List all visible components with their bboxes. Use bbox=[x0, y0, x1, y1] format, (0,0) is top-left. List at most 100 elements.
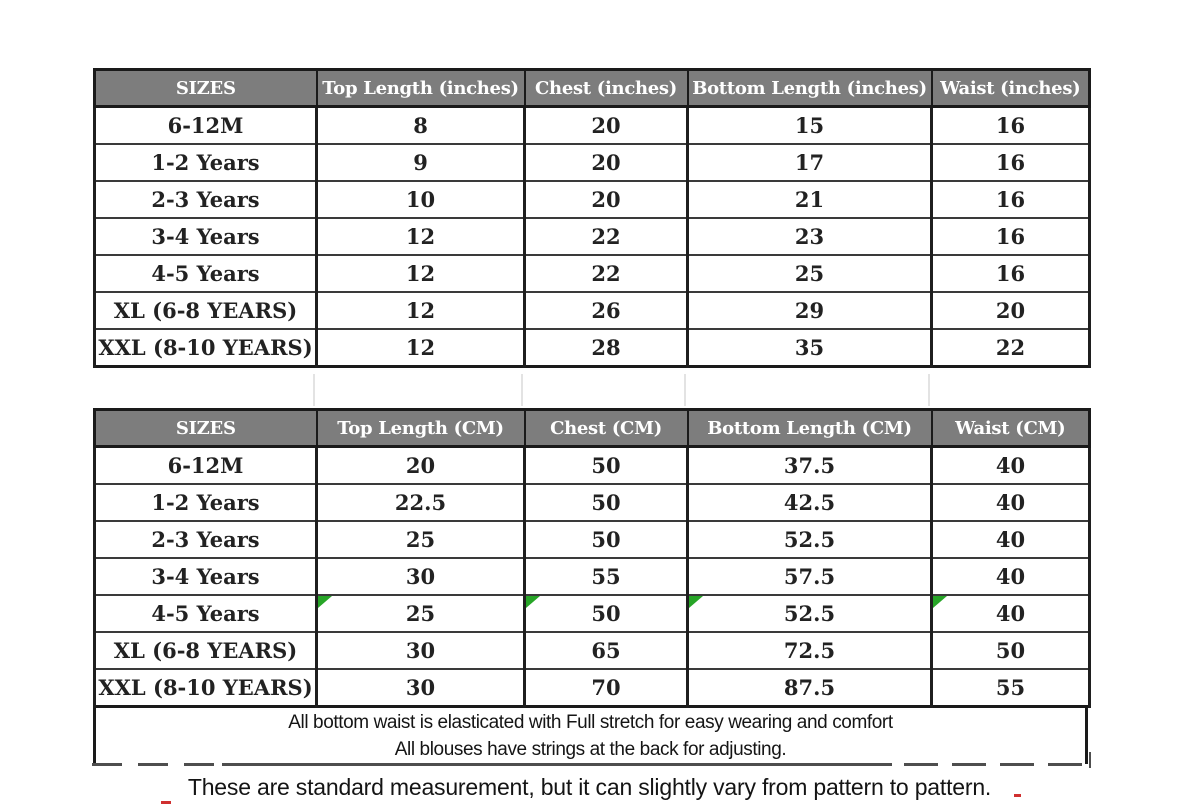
value-cell: 52.5 bbox=[686, 520, 933, 559]
value-cell: 40 bbox=[930, 520, 1091, 559]
value-cell: 8 bbox=[315, 105, 526, 145]
header-row: SIZES Top Length (CM) Chest (CM) Bottom Len… bbox=[93, 408, 1091, 448]
value-cell: 50 bbox=[523, 520, 689, 559]
table-row: 1-2 Years 9 20 17 16 bbox=[93, 143, 1091, 182]
header-cell: Waist (CM) bbox=[930, 408, 1091, 448]
value-cell: 50 bbox=[523, 594, 689, 633]
value-cell: 22 bbox=[930, 328, 1091, 368]
error-flag-triangle-icon bbox=[933, 596, 947, 608]
value-cell: 25 bbox=[315, 594, 526, 633]
header-cell: Bottom Length (CM) bbox=[686, 408, 933, 448]
value-cell: 37.5 bbox=[686, 445, 933, 485]
header-cell: Chest (CM) bbox=[523, 408, 689, 448]
value-cell: 55 bbox=[930, 668, 1091, 708]
size-cell: XXL (8-10 YEARS) bbox=[93, 668, 318, 708]
value-cell: 40 bbox=[930, 445, 1091, 485]
page-break-dashed-line bbox=[92, 752, 1091, 768]
table-row: 3-4 Years 12 22 23 16 bbox=[93, 217, 1091, 256]
value-cell: 30 bbox=[315, 631, 526, 670]
size-cell: 3-4 Years bbox=[93, 557, 318, 596]
value-cell: 72.5 bbox=[686, 631, 933, 670]
spellcheck-mark-icon bbox=[161, 801, 171, 804]
value-cell: 15 bbox=[686, 105, 933, 145]
table-row: 1-2 Years 22.5 50 42.5 40 bbox=[93, 483, 1091, 522]
value-cell: 52.5 bbox=[686, 594, 933, 633]
note-elasticated: All bottom waist is elasticated with Ful… bbox=[288, 712, 893, 733]
size-cell: XXL (8-10 YEARS) bbox=[93, 328, 318, 368]
table-row: 6-12M 8 20 15 16 bbox=[93, 105, 1091, 145]
value-cell: 57.5 bbox=[686, 557, 933, 596]
value-cell: 16 bbox=[930, 143, 1091, 182]
table-row: XXL (8-10 YEARS) 12 28 35 22 bbox=[93, 328, 1091, 368]
standard-measurement-caption: These are standard measurement, but it c… bbox=[187, 774, 992, 800]
size-table-inches: SIZES Top Length (inches) Chest (inches) Bo… bbox=[93, 68, 1091, 368]
header-cell: Bottom Length (inches) bbox=[686, 68, 933, 108]
value-cell: 29 bbox=[686, 291, 933, 330]
value-cell: 65 bbox=[523, 631, 689, 670]
value-cell: 16 bbox=[930, 105, 1091, 145]
value-cell: 22.5 bbox=[315, 483, 526, 522]
value-cell: 28 bbox=[523, 328, 689, 368]
value-cell: 17 bbox=[686, 143, 933, 182]
faint-gridline bbox=[928, 374, 930, 406]
value-cell: 16 bbox=[930, 217, 1091, 256]
value-cell: 12 bbox=[315, 254, 526, 293]
header-cell: Waist (inches) bbox=[930, 68, 1091, 108]
size-table-cm: SIZES Top Length (CM) Chest (CM) Bottom Len… bbox=[93, 408, 1091, 708]
header-cell: SIZES bbox=[93, 408, 318, 448]
size-cell: XL (6-8 YEARS) bbox=[93, 291, 318, 330]
value-cell: 70 bbox=[523, 668, 689, 708]
border-tick bbox=[1089, 752, 1091, 768]
faint-gridline bbox=[521, 374, 523, 406]
header-cell: Top Length (CM) bbox=[315, 408, 526, 448]
value-cell: 42.5 bbox=[686, 483, 933, 522]
table-row: XL (6-8 YEARS) 30 65 72.5 50 bbox=[93, 631, 1091, 670]
value-cell: 22 bbox=[523, 217, 689, 256]
size-cell: 6-12M bbox=[93, 445, 318, 485]
value-cell: 20 bbox=[523, 105, 689, 145]
value-cell: 16 bbox=[930, 254, 1091, 293]
dash-segment bbox=[222, 763, 892, 766]
header-row: SIZES Top Length (inches) Chest (inches) Bo… bbox=[93, 68, 1091, 108]
note-strings: All blouses have strings at the back for… bbox=[394, 739, 787, 760]
table-row: 2-3 Years 10 20 21 16 bbox=[93, 180, 1091, 219]
value-cell: 40 bbox=[930, 557, 1091, 596]
table-row: 4-5 Years 25 50 52.5 40 bbox=[93, 594, 1091, 633]
table-row: 3-4 Years 30 55 57.5 40 bbox=[93, 557, 1091, 596]
header-cell: Top Length (inches) bbox=[315, 68, 526, 108]
header-cell: Chest (inches) bbox=[523, 68, 689, 108]
value-cell: 50 bbox=[930, 631, 1091, 670]
size-cell: 2-3 Years bbox=[93, 520, 318, 559]
value-cell: 21 bbox=[686, 180, 933, 219]
size-cell: XL (6-8 YEARS) bbox=[93, 631, 318, 670]
table-gap-spacer bbox=[93, 372, 1088, 408]
value-cell: 40 bbox=[930, 483, 1091, 522]
table-row: XL (6-8 YEARS) 12 26 29 20 bbox=[93, 291, 1091, 330]
value-cell: 50 bbox=[523, 445, 689, 485]
header-cell: SIZES bbox=[93, 68, 318, 108]
size-cell: 3-4 Years bbox=[93, 217, 318, 256]
notes-box: All bottom waist is elasticated with Ful… bbox=[93, 708, 1088, 764]
size-cell: 1-2 Years bbox=[93, 143, 318, 182]
error-flag-triangle-icon bbox=[526, 596, 540, 608]
value-cell: 20 bbox=[315, 445, 526, 485]
value-cell: 20 bbox=[930, 291, 1091, 330]
value-cell: 20 bbox=[523, 143, 689, 182]
value-cell: 30 bbox=[315, 557, 526, 596]
value-cell: 22 bbox=[523, 254, 689, 293]
size-cell: 4-5 Years bbox=[93, 254, 318, 293]
size-cell: 6-12M bbox=[93, 105, 318, 145]
cm-table-section: SIZES Top Length (CM) Chest (CM) Bottom Len… bbox=[93, 408, 1091, 708]
value-cell: 12 bbox=[315, 291, 526, 330]
table-row: 6-12M 20 50 37.5 40 bbox=[93, 445, 1091, 485]
value-cell: 55 bbox=[523, 557, 689, 596]
dash-segment bbox=[904, 763, 1089, 766]
value-cell: 35 bbox=[686, 328, 933, 368]
value-cell: 20 bbox=[523, 180, 689, 219]
error-flag-triangle-icon bbox=[689, 596, 703, 608]
size-cell: 2-3 Years bbox=[93, 180, 318, 219]
value-cell: 40 bbox=[930, 594, 1091, 633]
value-cell: 23 bbox=[686, 217, 933, 256]
value-cell: 10 bbox=[315, 180, 526, 219]
